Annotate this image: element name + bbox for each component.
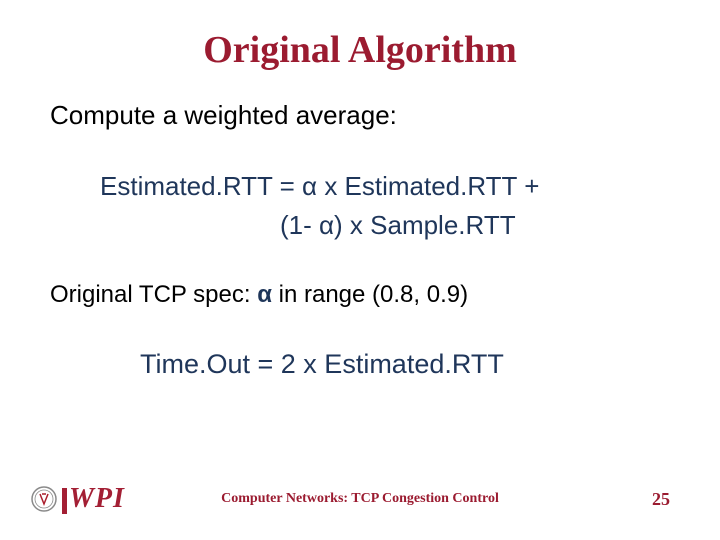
footer-caption: Computer Networks: TCP Congestion Contro… (221, 491, 499, 507)
spec-prefix: Original TCP spec: (50, 281, 257, 308)
wpi-bar-icon (62, 488, 67, 514)
page-number: 25 (652, 489, 670, 510)
tcp-spec-line: Original TCP spec: α in range (0.8, 0.9) (50, 281, 670, 309)
formula-line-2: (1- α) x Sample.RTT (280, 210, 670, 241)
slide-title: Original Algorithm (50, 28, 670, 72)
wpi-logo: WPI (30, 483, 125, 515)
spec-alpha: α (257, 281, 272, 308)
subtitle-text: Compute a weighted average: (50, 100, 670, 131)
timeout-formula: Time.Out = 2 x Estimated.RTT (140, 349, 670, 380)
wpi-wordmark: WPI (62, 483, 125, 515)
wpi-seal-icon (30, 485, 58, 513)
slide-footer: WPI Computer Networks: TCP Congestion Co… (0, 483, 720, 515)
spec-suffix: in range (0.8, 0.9) (272, 281, 468, 308)
formula-line-1: Estimated.RTT = α x Estimated.RTT + (100, 171, 670, 202)
wpi-text-label: WPI (69, 483, 125, 514)
